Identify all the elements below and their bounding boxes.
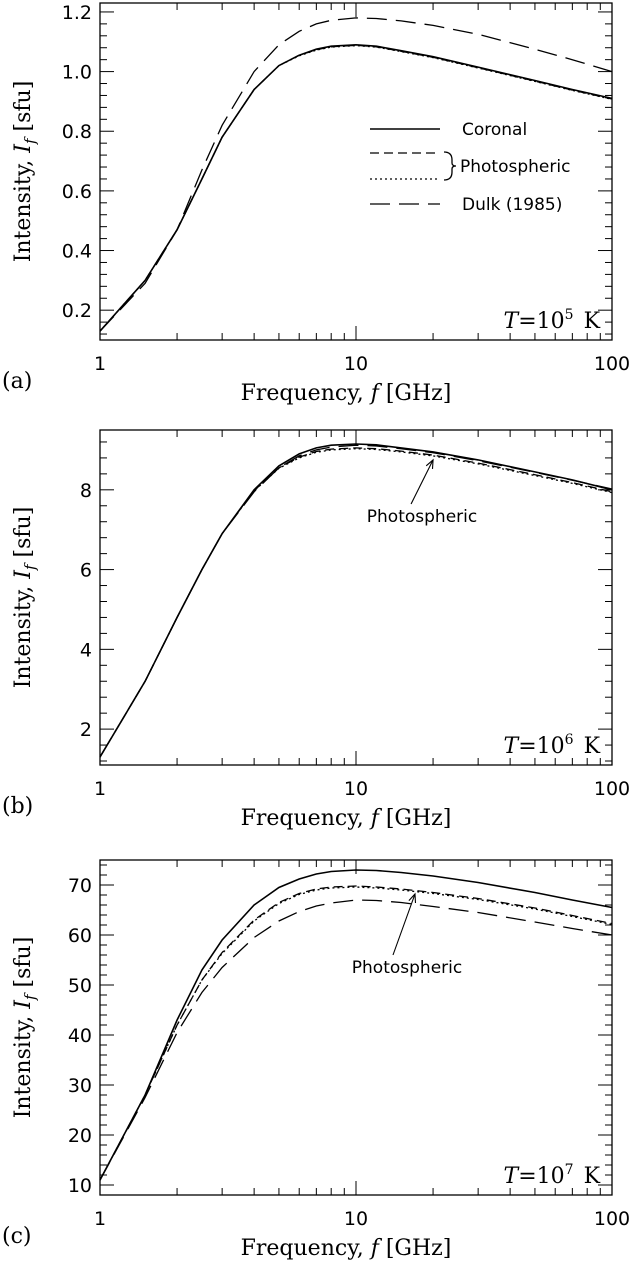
y-tick-label: 2 bbox=[80, 719, 92, 741]
y-tick-label: 0.4 bbox=[62, 241, 92, 263]
x-tick-label: 10 bbox=[344, 778, 368, 800]
panel-label: (b) bbox=[2, 794, 33, 819]
x-axis-label: Frequency, f [GHz] bbox=[241, 1236, 452, 1261]
x-tick-label: 100 bbox=[594, 1208, 630, 1230]
annotation-label: Photospheric bbox=[352, 958, 462, 978]
x-tick-label: 10 bbox=[344, 1208, 368, 1230]
annotation-arrow bbox=[392, 893, 416, 956]
annotation-label: Photospheric bbox=[367, 507, 477, 527]
series-line-dashed bbox=[99, 885, 613, 1181]
y-tick-label: 1.0 bbox=[62, 62, 92, 84]
y-tick-label: 0.8 bbox=[62, 121, 92, 143]
series-line-longdash bbox=[99, 17, 613, 332]
series-line-longdash bbox=[99, 444, 613, 758]
legend-label-dulk: Dulk (1985) bbox=[462, 195, 562, 215]
y-axis-label: Intensity, If [sfu] bbox=[11, 507, 39, 689]
annotation-arrowhead bbox=[425, 458, 434, 469]
y-tick-label: 40 bbox=[68, 1025, 92, 1047]
series-line-solid bbox=[99, 443, 613, 758]
series-line-dotted bbox=[99, 448, 613, 758]
series-line-dashed bbox=[99, 44, 613, 332]
series-line-dashed bbox=[99, 447, 613, 758]
chart-panel-0: 1 10 100 0.2 0.4 0.6 0.8 1.0 1.2 Frequency, f [GH… bbox=[2, 2, 630, 406]
y-tick-label: 8 bbox=[80, 480, 92, 502]
x-axis-label: Frequency, f [GHz] bbox=[241, 806, 452, 831]
y-tick-label: 4 bbox=[80, 639, 92, 661]
y-tick-label: 6 bbox=[80, 560, 92, 582]
x-tick-label: 10 bbox=[344, 353, 368, 375]
plot-frame bbox=[99, 859, 613, 1196]
y-tick-label: 0.2 bbox=[62, 300, 92, 322]
temperature-label: T=106 K bbox=[504, 732, 601, 759]
y-tick-label: 0.6 bbox=[62, 181, 92, 203]
annotation: Photospheric bbox=[352, 892, 462, 978]
legend-label-coronal: Coronal bbox=[462, 120, 527, 140]
x-tick-label: 100 bbox=[594, 353, 630, 375]
series-line-solid bbox=[99, 869, 613, 1181]
y-tick-label: 60 bbox=[68, 925, 92, 947]
panel-label: (c) bbox=[2, 1224, 32, 1249]
y-axis-label: Intensity, If [sfu] bbox=[11, 937, 39, 1119]
y-tick-label: 30 bbox=[68, 1075, 92, 1097]
annotation-arrow bbox=[410, 459, 434, 505]
legend-brace bbox=[443, 151, 457, 181]
legend-label-photospheric: Photospheric bbox=[460, 157, 570, 177]
panel-label: (a) bbox=[2, 369, 32, 394]
y-axis-label: Intensity, If [sfu] bbox=[11, 81, 39, 263]
x-tick-label: 1 bbox=[94, 1208, 106, 1230]
temperature-label: T=105 K bbox=[504, 307, 601, 334]
chart-panel-1: 1 10 100 2 4 6 8 Frequency, f [GHz] Intensity, I… bbox=[2, 429, 630, 831]
legend: Coronal Photospheric Dulk (1985) bbox=[370, 120, 570, 215]
annotation: Photospheric bbox=[367, 458, 477, 527]
y-tick-label: 50 bbox=[68, 975, 92, 997]
y-tick-label: 70 bbox=[68, 875, 92, 897]
annotation-arrowhead bbox=[408, 892, 417, 904]
temperature-label: T=107 K bbox=[504, 1162, 601, 1189]
x-axis-label: Frequency, f [GHz] bbox=[241, 381, 452, 406]
series-line-dotted bbox=[99, 44, 613, 332]
series-line-longdash bbox=[99, 899, 613, 1181]
y-tick-label: 1.2 bbox=[62, 2, 92, 24]
x-tick-label: 1 bbox=[94, 353, 106, 375]
y-tick-label: 10 bbox=[68, 1175, 92, 1197]
plot-frame bbox=[99, 429, 613, 766]
series-line-solid bbox=[99, 43, 613, 332]
x-tick-label: 100 bbox=[594, 778, 630, 800]
x-tick-label: 1 bbox=[94, 778, 106, 800]
series-line-dotted bbox=[99, 886, 613, 1181]
y-tick-label: 20 bbox=[68, 1125, 92, 1147]
